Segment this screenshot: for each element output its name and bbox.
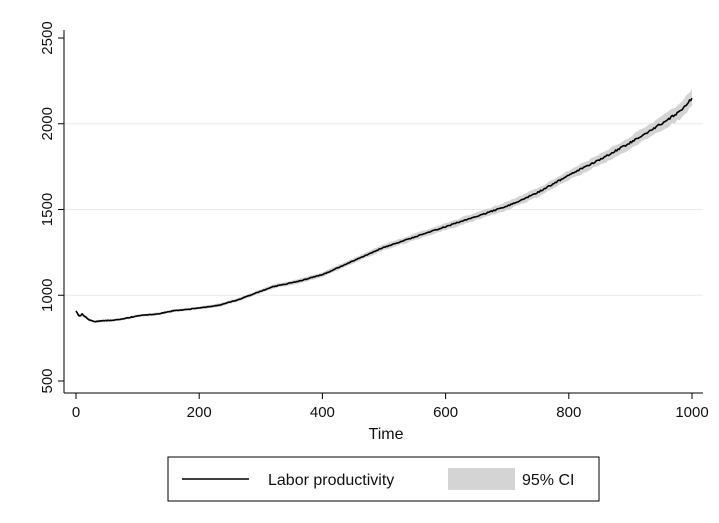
x-axis-title: Time [369, 426, 404, 443]
series-line-labor-productivity [75, 97, 693, 323]
x-tick-label: 1000 [675, 404, 708, 421]
gridlines [64, 123, 703, 296]
legend-label-ci: 95% CI [522, 472, 574, 489]
x-tick-label: 600 [433, 404, 458, 421]
x-tick-label: 0 [72, 404, 80, 421]
legend: Labor productivity 95% CI [167, 456, 600, 502]
y-tick-label: 500 [39, 368, 56, 393]
y-ticks: 500 1000 1500 2000 2500 [39, 21, 64, 394]
x-tick-label: 200 [187, 404, 212, 421]
y-tick-label: 2500 [39, 21, 56, 54]
y-tick-label: 1000 [39, 279, 56, 312]
x-tick-label: 400 [310, 404, 335, 421]
x-tick-label: 800 [556, 404, 581, 421]
y-tick-label: 1500 [39, 193, 56, 226]
legend-label-labor-productivity: Labor productivity [268, 472, 394, 489]
y-tick-label: 2000 [39, 107, 56, 140]
legend-swatch-band [448, 468, 515, 490]
x-ticks: 0 200 400 600 800 1000 [72, 393, 709, 421]
